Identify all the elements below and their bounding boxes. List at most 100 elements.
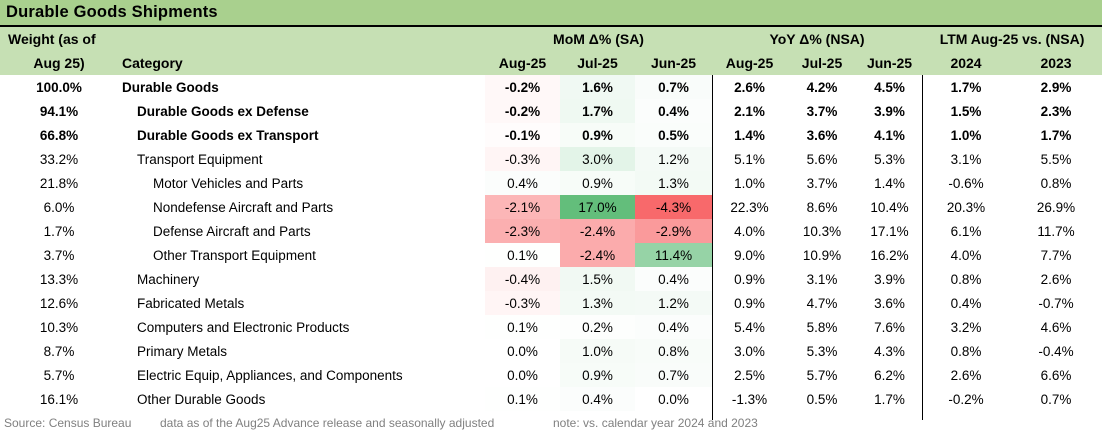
- yoy-col-jul25: Jul-25: [787, 51, 858, 75]
- ltm-cell: -0.6%: [948, 175, 984, 191]
- yoy-cell: 4.3%: [874, 343, 905, 359]
- mom-cell: -2.1%: [485, 195, 560, 219]
- yoy-cell: 9.0%: [734, 247, 765, 263]
- yoy-cell: 0.9%: [734, 295, 765, 311]
- yoy-cell: -1.3%: [731, 391, 768, 407]
- mom-cell: -0.3%: [485, 291, 560, 315]
- mom-cell: -2.4%: [560, 219, 635, 243]
- yoy-cell: 1.4%: [874, 175, 905, 191]
- yoy-cell: 5.3%: [874, 151, 905, 167]
- yoy-group-header: YoY Δ% (NSA): [712, 27, 923, 51]
- weight-cell: 13.3%: [39, 271, 79, 287]
- category-cell: Transport Equipment: [137, 151, 263, 167]
- yoy-cell: 5.7%: [806, 367, 838, 383]
- category-cell: Machinery: [137, 271, 200, 287]
- weight-cell: 8.7%: [43, 343, 75, 359]
- mom-cell: 0.1%: [485, 243, 560, 267]
- table-row: 12.6% Fabricated Metals -0.3% 1.3% 1.2% 0.9% 4…: [0, 291, 1102, 315]
- category-cell: Defense Aircraft and Parts: [153, 223, 311, 239]
- weight-cell: 6.0%: [43, 199, 75, 215]
- ltm-cell: 0.8%: [950, 271, 982, 287]
- mom-cell: 0.9%: [560, 363, 635, 387]
- yoy-cell: 7.6%: [874, 319, 905, 335]
- yoy-cell: 5.4%: [734, 319, 765, 335]
- mom-cell: 0.0%: [635, 387, 713, 411]
- mom-cell: -0.1%: [485, 123, 560, 147]
- yoy-cell: 3.7%: [806, 175, 838, 191]
- mom-cell: 1.5%: [560, 267, 635, 291]
- mom-cell: -2.4%: [560, 243, 635, 267]
- yoy-cell: 3.6%: [874, 295, 905, 311]
- weight-cell: 1.7%: [43, 223, 75, 239]
- category-cell: Nondefense Aircraft and Parts: [153, 199, 334, 215]
- category-cell: Durable Goods ex Transport: [137, 127, 319, 143]
- yoy-col-aug25: Aug-25: [712, 51, 788, 75]
- weight-header-line2: Aug 25): [0, 51, 118, 75]
- table-row: 13.3% Machinery -0.4% 1.5% 0.4% 0.9% 3.1% 3.9% 0…: [0, 267, 1102, 291]
- yoy-cell: 2.1%: [734, 103, 765, 119]
- group-separator-yoy-ltm: [922, 75, 923, 420]
- yoy-cell: 3.9%: [874, 271, 905, 287]
- weight-header-line1: Weight (as of: [0, 27, 118, 51]
- weight-cell: 100.0%: [36, 79, 82, 95]
- ltm-cell: 2.6%: [1040, 271, 1072, 287]
- category-cell: Computers and Electronic Products: [137, 319, 350, 335]
- yoy-cell: 4.5%: [874, 79, 905, 95]
- footer-comparison-note: note: vs. calendar year 2024 and 2023: [553, 416, 758, 430]
- yoy-cell: 3.7%: [806, 103, 838, 119]
- yoy-cell: 5.1%: [734, 151, 765, 167]
- ltm-cell: 3.1%: [950, 151, 982, 167]
- ltm-cell: 7.7%: [1040, 247, 1072, 263]
- category-cell: Primary Metals: [137, 343, 228, 359]
- yoy-cell: 4.1%: [874, 127, 905, 143]
- table-row: 3.7% Other Transport Equipment 0.1% -2.4% 11…: [0, 243, 1102, 267]
- weight-cell: 94.1%: [39, 103, 79, 119]
- table-row: 6.0% Nondefense Aircraft and Parts -2.1% 17…: [0, 195, 1102, 219]
- table-row: 1.7% Defense Aircraft and Parts -2.3% -2.4%…: [0, 219, 1102, 243]
- ltm-cell: 1.7%: [950, 79, 982, 95]
- mom-cell: -0.3%: [485, 147, 560, 171]
- shipments-table: Weight (as of MoM Δ% (SA) YoY Δ% (NSA) L…: [0, 27, 1102, 411]
- footer: Source: Census Bureau data as of the Aug…: [0, 411, 1102, 433]
- mom-col-aug25: Aug-25: [485, 51, 560, 75]
- yoy-cell: 4.7%: [806, 295, 838, 311]
- ltm-cell: 2.3%: [1040, 103, 1072, 119]
- yoy-cell: 5.6%: [806, 151, 838, 167]
- ltm-cell: 2.9%: [1040, 79, 1072, 95]
- weight-cell: 16.1%: [39, 391, 79, 407]
- header-group-row: Weight (as of MoM Δ% (SA) YoY Δ% (NSA) L…: [0, 27, 1102, 51]
- mom-cell: -4.3%: [635, 195, 713, 219]
- weight-cell: 10.3%: [39, 319, 79, 335]
- mom-cell: 0.8%: [635, 339, 713, 363]
- ltm-group-header: LTM Aug-25 vs. (NSA): [922, 27, 1102, 51]
- mom-cell: 0.2%: [560, 315, 635, 339]
- yoy-cell: 10.4%: [870, 199, 909, 215]
- yoy-cell: 1.0%: [734, 175, 765, 191]
- yoy-cell: 2.5%: [734, 367, 765, 383]
- mom-cell: -0.4%: [485, 267, 560, 291]
- yoy-cell: 6.2%: [874, 367, 905, 383]
- mom-cell: 0.4%: [635, 99, 713, 123]
- ltm-cell: 6.6%: [1040, 367, 1072, 383]
- table-row: 94.1% Durable Goods ex Defense -0.2% 1.7% 0.…: [0, 99, 1102, 123]
- yoy-cell: 10.9%: [802, 247, 842, 263]
- ltm-cell: 6.1%: [950, 223, 982, 239]
- ltm-col-2024: 2024: [922, 51, 1011, 75]
- mom-cell: -0.2%: [485, 75, 560, 99]
- weight-cell: 5.7%: [43, 367, 75, 383]
- mom-cell: 0.4%: [635, 267, 713, 291]
- yoy-cell: 0.9%: [734, 271, 765, 287]
- weight-cell: 66.8%: [39, 127, 79, 143]
- category-cell: Durable Goods ex Defense: [137, 103, 309, 119]
- yoy-cell: 10.3%: [802, 223, 842, 239]
- ltm-cell: -0.7%: [1038, 295, 1074, 311]
- mom-cell: 0.0%: [485, 363, 560, 387]
- mom-col-jun25: Jun-25: [635, 51, 713, 75]
- title-bar: Durable Goods Shipments: [0, 0, 1102, 27]
- mom-cell: 1.3%: [635, 171, 713, 195]
- yoy-cell: 1.4%: [734, 127, 765, 143]
- yoy-cell: 8.6%: [806, 199, 838, 215]
- category-cell: Durable Goods: [122, 79, 219, 95]
- mom-cell: 1.6%: [560, 75, 635, 99]
